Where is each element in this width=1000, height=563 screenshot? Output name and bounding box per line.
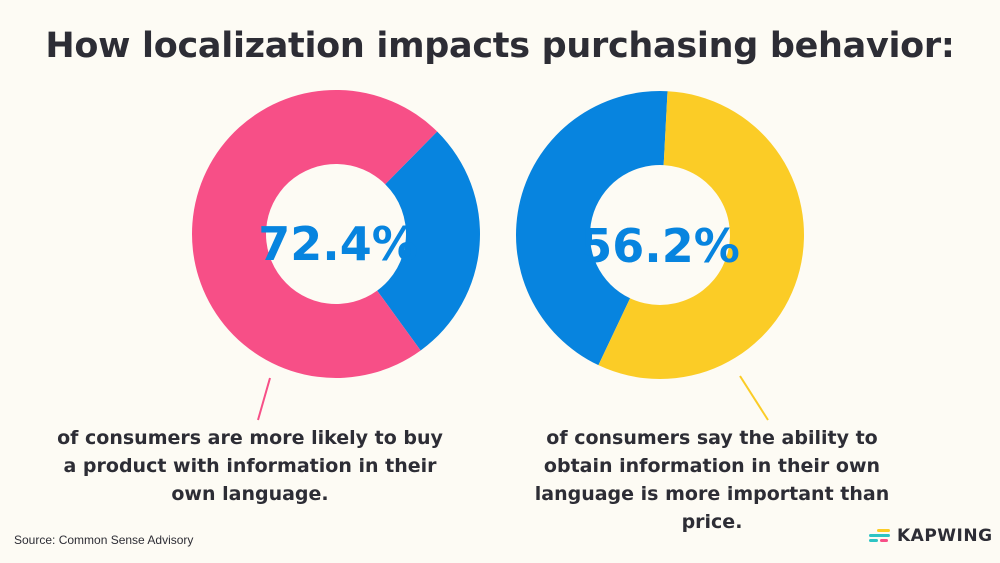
kapwing-logo: KAPWING: [869, 526, 993, 546]
connector-line-left: [257, 377, 271, 421]
center-label-left: 72.4%: [258, 217, 418, 271]
donut-0-slice-1: [377, 131, 480, 351]
kapwing-logo-icon: [869, 529, 890, 542]
connector-line-right: [739, 375, 769, 421]
source-note: Source: Common Sense Advisory: [14, 533, 194, 547]
caption-left: of consumers are more likely to buy a pr…: [57, 427, 443, 505]
donut-1-slice-1: [515, 90, 668, 366]
center-label-right: 56.2%: [580, 219, 740, 273]
caption-right: of consumers say the ability to obtain i…: [534, 427, 890, 533]
kapwing-logo-text: KAPWING: [897, 526, 993, 546]
chart-title: How localization impacts purchasing beha…: [45, 26, 955, 66]
donut-1-slice-0: [598, 91, 804, 379]
donut-0-slice-0: [191, 89, 438, 378]
